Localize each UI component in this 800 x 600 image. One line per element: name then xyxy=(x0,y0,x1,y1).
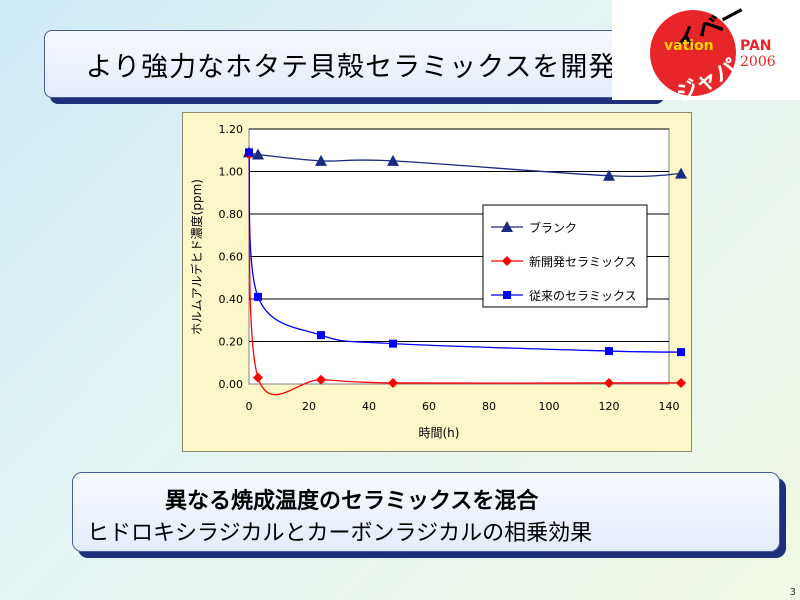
x-tick-label: 140 xyxy=(659,400,680,413)
legend-label-2: 従来のセラミックス xyxy=(529,289,637,303)
marker-square xyxy=(245,148,253,157)
formaldehyde-chart: 0.00 0.20 0.40 0.60 0.80 1.00 1.20 0 20 40 60 80 100… xyxy=(189,123,687,440)
x-tick-label: 80 xyxy=(482,400,496,413)
x-tick-label: 120 xyxy=(599,400,620,413)
y-tick-label: 1.00 xyxy=(219,166,244,179)
marker-square xyxy=(317,331,325,340)
marker-square xyxy=(503,291,511,299)
marker-square xyxy=(677,348,685,357)
innovation-japan-logo: イベー vation ジャパン PAN 2006 xyxy=(612,0,800,108)
logo-circle xyxy=(650,10,736,96)
logo-text-mid: vation xyxy=(664,38,714,54)
x-tick-label: 100 xyxy=(539,400,560,413)
x-tick-label: 40 xyxy=(362,400,376,413)
marker-triangle xyxy=(315,154,327,166)
x-axis-label: 時間(h) xyxy=(419,426,460,440)
logo-year: 2006 xyxy=(740,54,776,70)
summary-line-2: ヒドロキシラジカルとカーボンラジカルの相乗効果 xyxy=(87,521,593,546)
slide-title-box: より強力なホタテ貝殻セラミックスを開発 xyxy=(44,30,658,98)
y-tick-label: 1.20 xyxy=(219,123,244,136)
marker-triangle xyxy=(387,154,399,166)
marker-square xyxy=(389,339,397,348)
chart-panel: 0.00 0.20 0.40 0.60 0.80 1.00 1.20 0 20 40 60 80 100… xyxy=(182,112,692,452)
marker-square xyxy=(254,292,262,301)
page-number: 3 xyxy=(789,587,796,598)
x-tick-label: 60 xyxy=(422,400,436,413)
marker-triangle xyxy=(501,221,513,232)
marker-triangle xyxy=(675,167,687,179)
marker-triangle xyxy=(252,148,264,160)
marker-triangle xyxy=(603,169,615,181)
legend-label-1: 新開発セラミックス xyxy=(529,254,637,269)
marker-diamond xyxy=(253,372,263,383)
y-tick-label: 0.80 xyxy=(219,208,244,221)
summary-box: 異なる焼成温度のセラミックスを混合 ヒドロキシラジカルとカーボンラジカルの相乗効… xyxy=(72,472,780,552)
y-tick-label: 0.40 xyxy=(219,293,244,306)
marker-diamond xyxy=(316,374,326,385)
y-tick-label: 0.00 xyxy=(219,378,244,391)
marker-diamond xyxy=(388,377,398,388)
slide-title: より強力なホタテ貝殻セラミックスを開発 xyxy=(85,51,617,83)
y-tick-label: 0.20 xyxy=(219,336,244,349)
summary-line-1: 異なる焼成温度のセラミックスを混合 xyxy=(165,489,539,514)
y-axis-label: ホルムアルデヒド濃度(ppm) xyxy=(189,179,204,335)
y-tick-label: 0.60 xyxy=(219,251,244,264)
logo-text-right: PAN xyxy=(740,38,772,54)
x-tick-label: 20 xyxy=(302,400,316,413)
x-tick-label: 0 xyxy=(246,400,253,413)
marker-square xyxy=(605,347,613,356)
legend-box xyxy=(482,204,648,308)
marker-diamond xyxy=(502,256,512,266)
legend-label-0: ブランク xyxy=(529,220,577,235)
marker-diamond xyxy=(604,377,614,388)
marker-diamond xyxy=(676,377,686,388)
